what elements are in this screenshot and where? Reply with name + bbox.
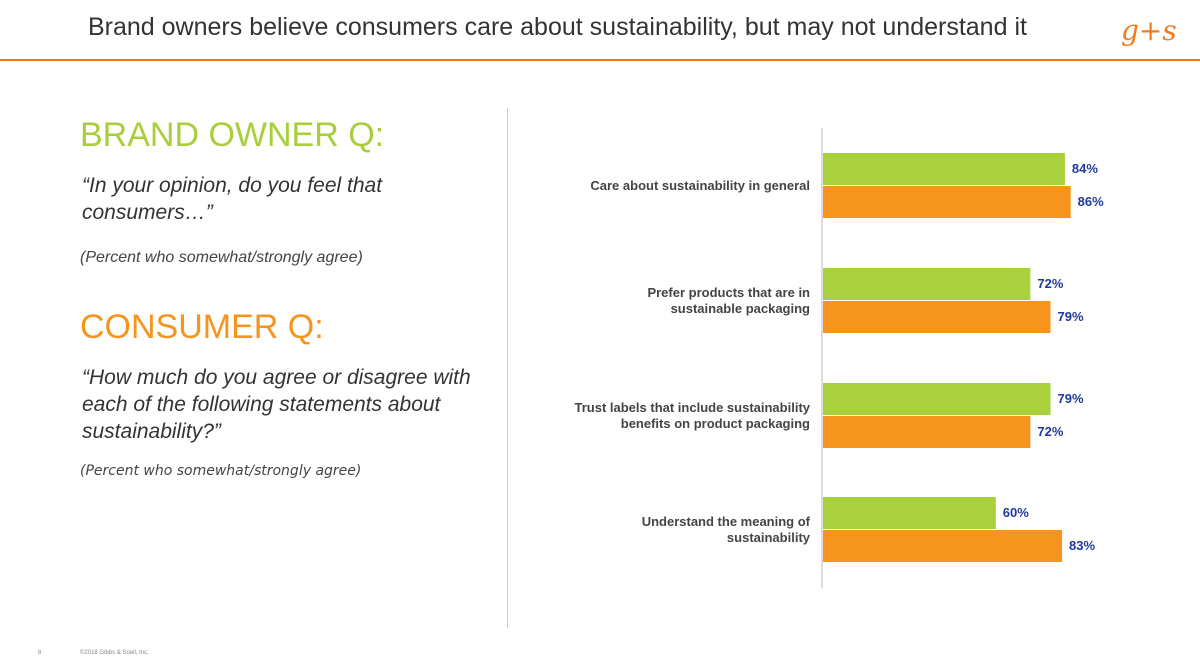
- bar-brand: [823, 153, 1065, 185]
- data-label: 79%: [1058, 391, 1084, 406]
- data-label: 72%: [1037, 424, 1063, 439]
- header-rule: [0, 59, 1200, 61]
- bar-consumer: [823, 416, 1031, 448]
- data-label: 86%: [1078, 194, 1104, 209]
- consumer-block: “How much do you agree or disagree with …: [80, 364, 495, 481]
- data-label: 72%: [1037, 276, 1063, 291]
- brand-owner-heading: BRAND OWNER Q:: [80, 116, 385, 154]
- brand-owner-note: (Percent who somewhat/strongly agree): [80, 249, 363, 266]
- divider: [507, 108, 508, 628]
- category-label: sustainable packaging: [671, 301, 810, 316]
- consumer-note: (Percent who somewhat/strongly agree): [80, 463, 362, 479]
- data-label: 60%: [1003, 505, 1029, 520]
- bar-consumer: [823, 530, 1063, 562]
- bar-consumer: [823, 301, 1051, 333]
- copyright: ©2018 Gibbs & Soell, Inc.: [80, 650, 149, 656]
- bar-brand: [823, 383, 1051, 415]
- category-label: Prefer products that are in: [647, 285, 810, 300]
- bar-consumer: [823, 186, 1071, 218]
- brand-owner-quote: “In your opinion, do you feel that consu…: [82, 174, 383, 224]
- bar-brand: [823, 497, 996, 529]
- brand-logo: g+s: [1121, 14, 1177, 47]
- bar-brand: [823, 268, 1031, 300]
- page-number: 8: [38, 650, 42, 656]
- consumer-quote: “How much do you agree or disagree with …: [82, 366, 471, 443]
- data-label: 84%: [1072, 161, 1098, 176]
- category-label: sustainability: [727, 530, 811, 545]
- slide-title: Brand owners believe consumers care abou…: [88, 13, 1027, 41]
- category-label: Care about sustainability in general: [590, 178, 810, 193]
- category-label: Trust labels that include sustainability: [575, 400, 811, 415]
- data-label: 83%: [1069, 538, 1095, 553]
- category-label: benefits on product packaging: [621, 416, 810, 431]
- category-label: Understand the meaning of: [642, 514, 811, 529]
- consumer-heading: CONSUMER Q:: [80, 308, 324, 346]
- data-label: 79%: [1058, 309, 1084, 324]
- brand-owner-block: “In your opinion, do you feel that consu…: [80, 172, 430, 268]
